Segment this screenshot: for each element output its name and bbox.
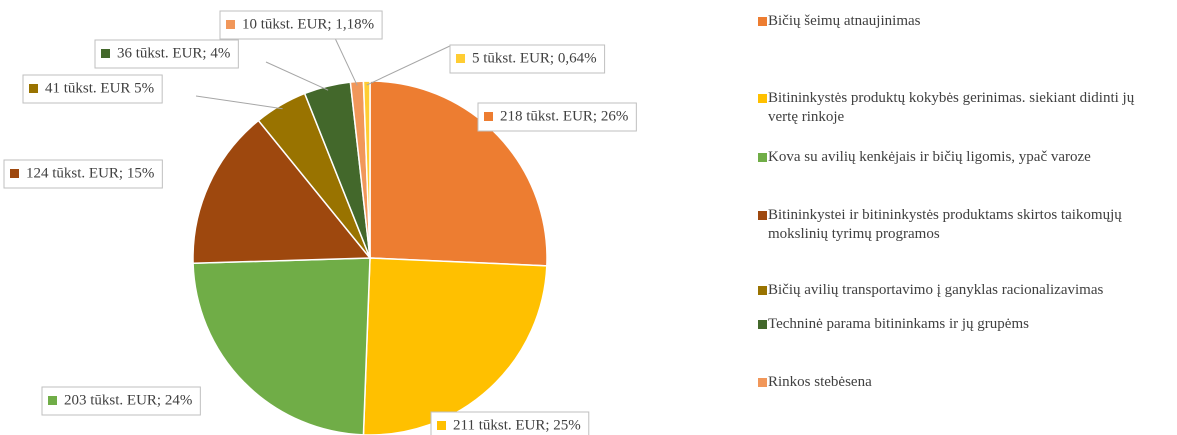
data-label: 36 tūkst. EUR; 4%: [117, 45, 230, 61]
legend-label: Rinkos stebėsena: [768, 374, 872, 390]
label-swatch: [29, 84, 38, 93]
legend-item: Rinkos stebėsena: [752, 373, 1147, 392]
legend-label: Kova su avilių kenkėjais ir bičių ligomi…: [768, 149, 1091, 165]
label-box: [219, 10, 383, 40]
leader-line: [265, 61, 329, 91]
legend-label: Bičių šeimų atnaujinimas: [768, 13, 921, 29]
pie-slice: [192, 119, 372, 265]
data-label: 5 tūkst. EUR; 0,64%: [472, 50, 597, 66]
label-swatch: [226, 20, 235, 29]
leader-line: [333, 35, 358, 86]
pie-slice: [362, 257, 548, 435]
label-box: [3, 159, 163, 189]
pie-slice: [362, 80, 371, 259]
legend-label: Bitininkystei ir bitininkystės produktam…: [768, 207, 1122, 242]
pie-slice: [192, 257, 371, 435]
legend-swatch: [758, 378, 767, 387]
label-box: [449, 44, 606, 74]
label-swatch: [437, 421, 446, 430]
legend-item: Bičių avilių transportavimo į ganyklas r…: [752, 281, 1147, 300]
leader-line: [366, 44, 453, 86]
legend-swatch: [758, 17, 767, 26]
data-label: 124 tūkst. EUR; 15%: [26, 165, 154, 181]
label-swatch: [101, 49, 110, 58]
legend-label: Techninė parama bitininkams ir jų grupėm…: [768, 316, 1029, 332]
label-box: [41, 386, 201, 416]
legend-swatch: [758, 94, 767, 103]
data-label: 203 tūkst. EUR; 24%: [64, 392, 192, 408]
legend-item: Bičių šeimų atnaujinimas: [752, 12, 1147, 31]
label-box: [430, 411, 590, 435]
chart: 218 tūkst. EUR; 26% 211 tūkst. EUR; 25% 20…: [3, 10, 637, 435]
pie-slice: [369, 80, 548, 267]
leader-line: [195, 95, 283, 110]
label-box: [94, 39, 239, 69]
legend-item: Kova su avilių kenkėjais ir bičių ligomi…: [752, 148, 1124, 167]
label-swatch: [484, 112, 493, 121]
data-label: 218 tūkst. EUR; 26%: [500, 108, 628, 124]
label-box: [22, 74, 163, 104]
legend-swatch: [758, 320, 767, 329]
data-label: 211 tūkst. EUR; 25%: [453, 417, 581, 433]
label-box: [477, 102, 637, 132]
legend-swatch: [758, 153, 767, 162]
label-swatch: [10, 169, 19, 178]
data-label: 10 tūkst. EUR; 1,18%: [242, 16, 374, 32]
label-swatch: [456, 54, 465, 63]
legend-item: Bitininkystės produktų kokybės gerinimas…: [752, 89, 1147, 127]
label-swatch: [48, 396, 57, 405]
legend-swatch: [758, 286, 767, 295]
legend-item: Techninė parama bitininkams ir jų grupėm…: [752, 315, 1147, 334]
legend-label: Bitininkystės produktų kokybės gerinimas…: [768, 90, 1135, 125]
legend-label: Bičių avilių transportavimo į ganyklas r…: [768, 282, 1104, 298]
data-label: 41 tūkst. EUR 5%: [45, 80, 154, 96]
legend-item: Bitininkystei ir bitininkystės produktam…: [752, 206, 1147, 244]
legend-swatch: [758, 211, 767, 220]
